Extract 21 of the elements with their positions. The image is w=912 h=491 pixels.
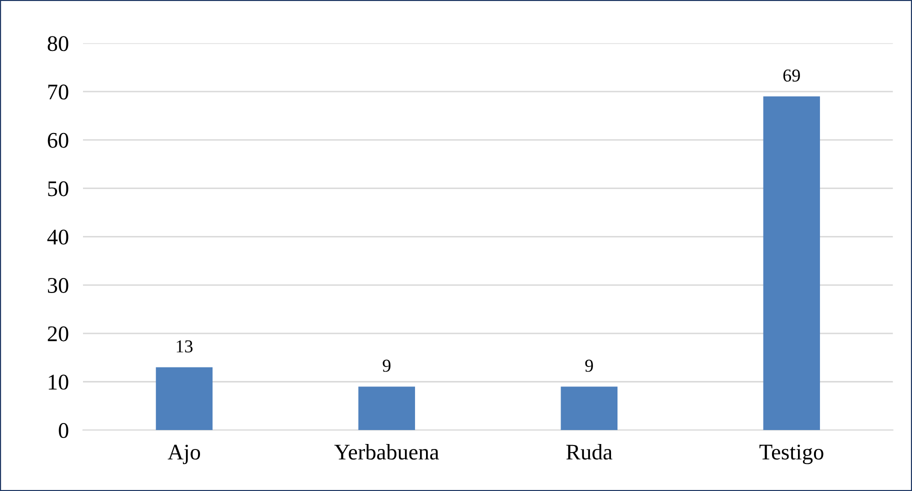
y-tick-label: 40	[47, 230, 68, 245]
x-tick-label: Ruda	[566, 444, 612, 460]
y-tick-label: 70	[48, 84, 68, 100]
y-tick-label: 0	[58, 423, 68, 438]
bar	[156, 367, 213, 430]
bar	[763, 96, 820, 430]
x-tick-label: Ajo	[168, 444, 200, 464]
data-label: 13	[176, 340, 193, 352]
y-tick-label: 60	[48, 132, 68, 148]
data-label: 9	[585, 360, 593, 372]
y-tick-label: 80	[48, 36, 68, 52]
y-tick-label: 50	[48, 181, 68, 196]
bar	[358, 386, 416, 430]
x-tick-label: Yerbabuena	[334, 444, 439, 460]
x-tick-label: Testigo	[759, 444, 824, 464]
data-label: 9	[382, 360, 390, 372]
data-label: 69	[783, 69, 800, 82]
y-tick-label: 20	[48, 326, 68, 342]
y-tick-label: 30	[48, 278, 68, 293]
bar	[560, 386, 618, 430]
y-tick-label: 10	[48, 374, 68, 390]
